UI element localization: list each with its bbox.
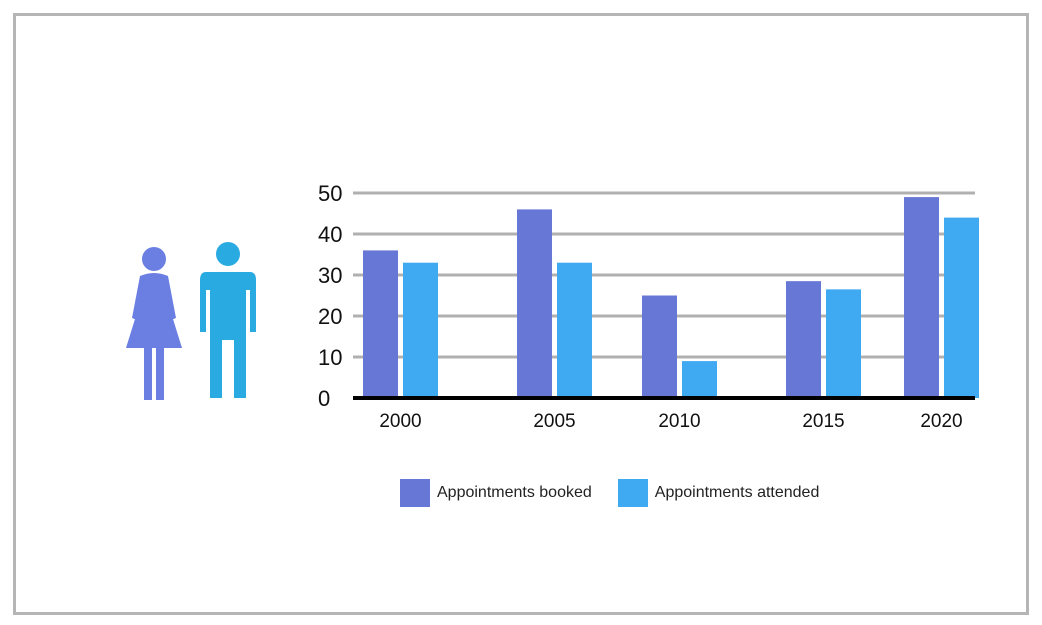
legend-item-booked: Appointments booked <box>400 479 592 507</box>
bar-attended-2000 <box>403 262 438 398</box>
x-tick-label: 2020 <box>920 411 962 432</box>
legend-swatch-booked <box>400 479 430 507</box>
bar-booked-2020 <box>904 197 939 398</box>
bar-attended-2015 <box>826 289 861 398</box>
people-icons <box>126 242 256 400</box>
male-person-icon <box>200 242 256 398</box>
bars <box>363 197 979 398</box>
bar-booked-2015 <box>786 281 821 398</box>
legend-item-attended: Appointments attended <box>617 479 820 507</box>
bar-booked-2010 <box>642 295 677 398</box>
legend-swatch-attended <box>617 479 648 507</box>
bar-attended-2005 <box>557 262 592 398</box>
bar-attended-2010 <box>682 361 717 398</box>
x-tick-label: 2010 <box>658 411 700 432</box>
bar-booked-2000 <box>363 250 398 398</box>
bar-attended-2020 <box>944 217 979 398</box>
legend: Appointments booked Appointments attende… <box>400 478 845 508</box>
y-tick-label: 10 <box>318 345 342 370</box>
legend-label-attended: Appointments attended <box>654 484 820 501</box>
y-axis-ticks: 0 10 20 30 40 50 <box>318 181 342 411</box>
y-tick-label: 50 <box>318 181 342 206</box>
y-tick-label: 0 <box>318 386 330 411</box>
x-tick-label: 2000 <box>379 411 421 432</box>
female-person-icon <box>126 247 182 400</box>
legend-label-booked: Appointments booked <box>437 484 592 501</box>
bar-booked-2005 <box>517 209 552 398</box>
y-tick-label: 30 <box>318 263 342 288</box>
x-tick-label: 2015 <box>802 411 844 432</box>
y-tick-label: 40 <box>318 222 342 247</box>
y-tick-label: 20 <box>318 304 342 329</box>
x-tick-label: 2005 <box>533 411 575 432</box>
x-axis-ticks: 2000 2005 2010 2015 2020 <box>379 411 962 432</box>
